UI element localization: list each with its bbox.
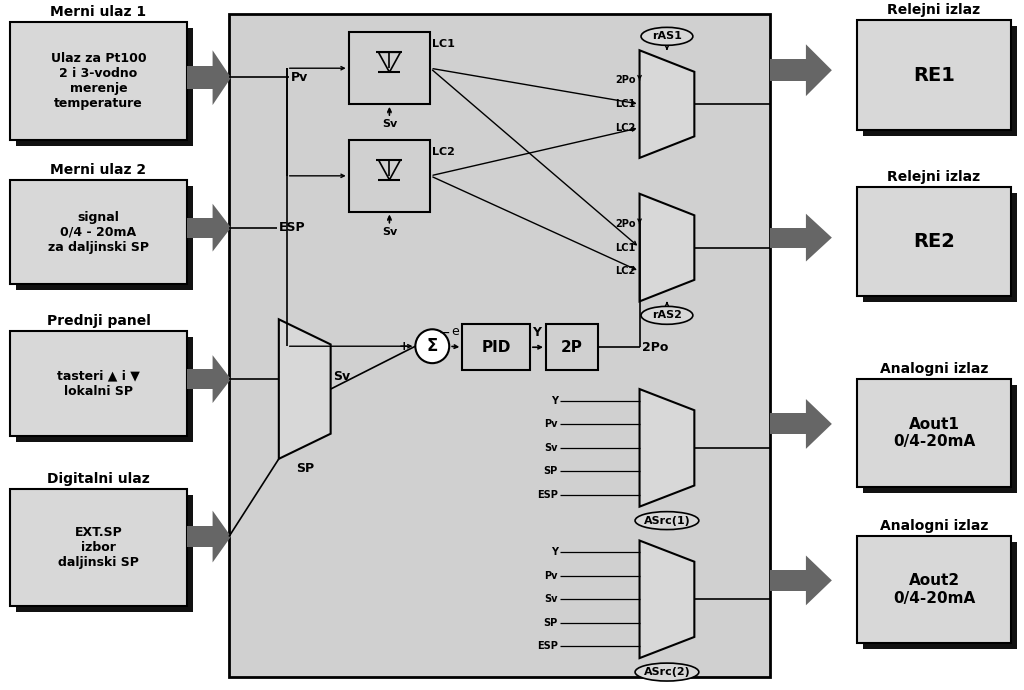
Text: EXT.SP
izbor
daljinski SP: EXT.SP izbor daljinski SP: [58, 526, 139, 569]
Bar: [10, 22, 187, 140]
Text: signal
0/4 - 20mA
za daljinski SP: signal 0/4 - 20mA za daljinski SP: [48, 210, 148, 254]
Text: Sv: Sv: [333, 370, 350, 383]
Ellipse shape: [641, 28, 693, 46]
Bar: [10, 489, 187, 607]
Text: rAS1: rAS1: [652, 31, 682, 41]
Text: +: +: [398, 339, 410, 353]
Text: LC2: LC2: [615, 123, 636, 132]
Text: Analogni izlaz: Analogni izlaz: [880, 519, 988, 533]
Bar: [863, 26, 1017, 136]
Bar: [770, 570, 806, 591]
Polygon shape: [213, 355, 231, 403]
Text: Sv: Sv: [545, 594, 558, 604]
Bar: [15, 337, 194, 442]
Text: ASrc(1): ASrc(1): [643, 515, 690, 526]
Text: e: e: [452, 325, 459, 338]
Text: Y: Y: [551, 396, 558, 406]
Bar: [857, 379, 1012, 486]
Text: Relejni izlaz: Relejni izlaz: [888, 3, 981, 17]
Polygon shape: [640, 389, 694, 506]
Bar: [770, 59, 806, 81]
Polygon shape: [213, 511, 231, 562]
Text: Ulaz za Pt100
2 i 3-vodno
merenje
temperature: Ulaz za Pt100 2 i 3-vodno merenje temper…: [50, 52, 146, 110]
Text: Pv: Pv: [545, 420, 558, 429]
Text: rAS2: rAS2: [652, 310, 682, 320]
Bar: [187, 66, 213, 89]
Text: Prednji panel: Prednji panel: [46, 314, 151, 328]
Bar: [187, 217, 213, 237]
Text: ASrc(2): ASrc(2): [643, 667, 690, 677]
Bar: [10, 180, 187, 284]
Text: Aout2
0/4-20mA: Aout2 0/4-20mA: [893, 573, 975, 606]
Text: Merni ulaz 1: Merni ulaz 1: [50, 6, 146, 19]
Text: LC1: LC1: [615, 243, 636, 253]
Text: RE2: RE2: [913, 232, 955, 251]
Bar: [857, 535, 1012, 643]
Text: Sv: Sv: [382, 226, 397, 237]
Ellipse shape: [635, 512, 698, 529]
Text: SP: SP: [544, 466, 558, 476]
Text: RE1: RE1: [913, 66, 955, 85]
Text: 2Po: 2Po: [615, 75, 636, 86]
Text: SP: SP: [296, 462, 313, 475]
Text: ESP: ESP: [537, 490, 558, 500]
Bar: [15, 186, 194, 290]
Text: PID: PID: [481, 339, 511, 355]
Text: Relejni izlaz: Relejni izlaz: [888, 170, 981, 184]
Text: LC1: LC1: [432, 39, 455, 49]
Polygon shape: [279, 319, 331, 459]
Text: Digitalni ulaz: Digitalni ulaz: [47, 472, 150, 486]
Bar: [187, 369, 213, 389]
Polygon shape: [806, 399, 831, 449]
Text: −: −: [438, 326, 450, 340]
Polygon shape: [213, 204, 231, 252]
Polygon shape: [640, 194, 694, 302]
Text: Analogni izlaz: Analogni izlaz: [880, 362, 988, 376]
Text: Sv: Sv: [382, 119, 397, 129]
Text: SP: SP: [544, 618, 558, 628]
Text: Pv: Pv: [291, 70, 308, 83]
Bar: [348, 140, 430, 212]
Text: Y: Y: [551, 547, 558, 558]
Text: ESP: ESP: [279, 221, 305, 234]
Text: 2Po: 2Po: [642, 341, 668, 354]
Text: Aout1
0/4-20mA: Aout1 0/4-20mA: [893, 417, 975, 449]
Bar: [863, 542, 1017, 649]
Polygon shape: [213, 50, 231, 105]
Ellipse shape: [641, 306, 693, 324]
Text: 2Po: 2Po: [615, 219, 636, 229]
Text: Merni ulaz 2: Merni ulaz 2: [50, 163, 146, 177]
Polygon shape: [806, 214, 831, 262]
Bar: [863, 193, 1017, 302]
Bar: [15, 28, 194, 146]
Text: 2P: 2P: [561, 339, 583, 355]
Text: tasteri ▲ i ▼
lokalni SP: tasteri ▲ i ▼ lokalni SP: [57, 370, 140, 397]
Bar: [187, 526, 213, 547]
Text: Y: Y: [531, 326, 541, 339]
Bar: [15, 495, 194, 612]
Bar: [863, 385, 1017, 493]
Bar: [546, 324, 598, 370]
Text: ESP: ESP: [537, 642, 558, 651]
Text: LC2: LC2: [615, 266, 636, 276]
Ellipse shape: [635, 663, 698, 681]
Bar: [857, 21, 1012, 130]
Bar: [770, 228, 806, 248]
Polygon shape: [806, 555, 831, 605]
Bar: [229, 14, 770, 677]
Polygon shape: [640, 50, 694, 158]
Bar: [770, 413, 806, 435]
Polygon shape: [806, 44, 831, 96]
Text: LC1: LC1: [615, 99, 636, 109]
Text: Sv: Sv: [545, 443, 558, 453]
Bar: [10, 331, 187, 436]
Bar: [857, 187, 1012, 297]
Text: Σ: Σ: [427, 337, 438, 355]
Bar: [462, 324, 530, 370]
Polygon shape: [640, 540, 694, 658]
Text: LC2: LC2: [432, 147, 455, 157]
Text: Pv: Pv: [545, 571, 558, 581]
Circle shape: [416, 329, 450, 363]
Bar: [348, 32, 430, 104]
